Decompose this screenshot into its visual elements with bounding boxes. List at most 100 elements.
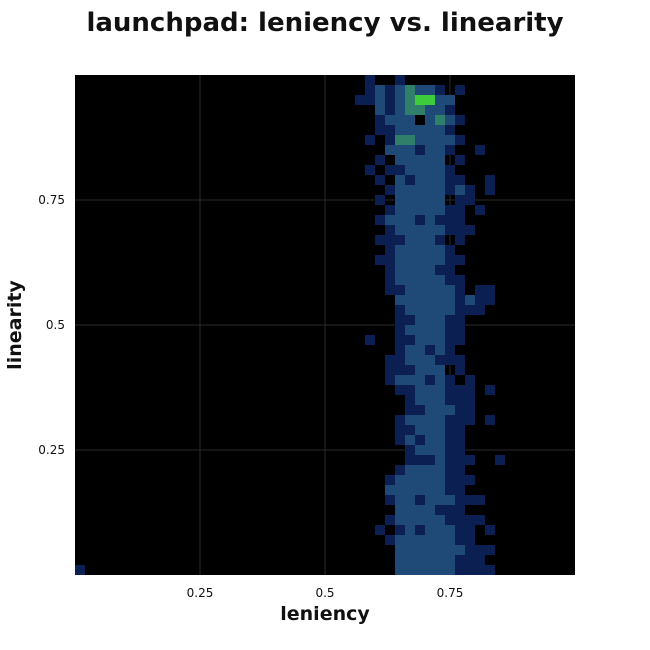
heatmap-cell (365, 95, 375, 105)
heatmap-cell (395, 315, 405, 325)
heatmap-cell (455, 385, 465, 395)
heatmap-cell (435, 115, 445, 125)
heatmap-cell (435, 125, 445, 135)
heatmap-cell (385, 135, 395, 145)
heatmap-cell (385, 185, 395, 195)
heatmap-cell (435, 315, 445, 325)
heatmap-cell (415, 275, 425, 285)
heatmap-cell (415, 135, 425, 145)
heatmap-cell (415, 435, 425, 445)
y-axis-title: linearity (4, 280, 26, 370)
heatmap-cell (485, 295, 495, 305)
heatmap-cell (425, 135, 435, 145)
heatmap-cell (435, 245, 445, 255)
heatmap-cell (435, 105, 445, 115)
heatmap-cell (395, 305, 405, 315)
chart-title: launchpad: leniency vs. linearity (86, 8, 564, 38)
heatmap-cell (455, 135, 465, 145)
heatmap-cell (405, 185, 415, 195)
heatmap-cell (465, 295, 475, 305)
heatmap-cell (405, 125, 415, 135)
heatmap-cell (405, 145, 415, 155)
heatmap-cell (455, 565, 465, 575)
heatmap-cell (385, 515, 395, 525)
heatmap-cell (465, 565, 475, 575)
heatmap-cell (455, 255, 465, 265)
heatmap-cell (425, 115, 435, 125)
heatmap-cell (395, 175, 405, 185)
heatmap-cell (455, 515, 465, 525)
heatmap-cell (415, 505, 425, 515)
heatmap-cell (405, 85, 415, 95)
heatmap-cell (435, 215, 445, 225)
heatmap-cell (435, 395, 445, 405)
heatmap-cell (405, 515, 415, 525)
heatmap-cell (415, 315, 425, 325)
heatmap-cell (415, 385, 425, 395)
heatmap-cell (445, 455, 455, 465)
heatmap-cell (395, 95, 405, 105)
heatmap-cell (405, 495, 415, 505)
heatmap-cell (415, 365, 425, 375)
heatmap-cell (395, 235, 405, 245)
heatmap-cell (455, 525, 465, 535)
heatmap-cell (75, 565, 85, 575)
heatmap-cell (405, 335, 415, 345)
heatmap-cell (425, 505, 435, 515)
heatmap-cell (455, 495, 465, 505)
heatmap-cell (395, 425, 405, 435)
heatmap-cell (365, 335, 375, 345)
heatmap-cell (455, 405, 465, 415)
heatmap-cell (405, 425, 415, 435)
heatmap-cell (485, 415, 495, 425)
heatmap-cell (395, 535, 405, 545)
heatmap-cell (415, 515, 425, 525)
heatmap-cell (395, 185, 405, 195)
heatmap-cell (385, 95, 395, 105)
heatmap-cell (385, 265, 395, 275)
heatmap-cell (395, 555, 405, 565)
heatmap-cell (425, 545, 435, 555)
heatmap-cell (405, 265, 415, 275)
heatmap-cell (395, 435, 405, 445)
heatmap-cell (425, 335, 435, 345)
heatmap-cell (425, 415, 435, 425)
heatmap-cell (455, 115, 465, 125)
heatmap-cell (445, 115, 455, 125)
heatmap-cell (415, 325, 425, 335)
heatmap-cell (385, 365, 395, 375)
heatmap-cell (435, 455, 445, 465)
heatmap-cell (415, 545, 425, 555)
heatmap-cell (435, 175, 445, 185)
heatmap-cell (415, 555, 425, 565)
heatmap-cell (435, 185, 445, 195)
heatmap-cell (425, 395, 435, 405)
heatmap-cell (395, 545, 405, 555)
heatmap-cell (455, 235, 465, 245)
heatmap-cell (445, 335, 455, 345)
heatmap-cell (415, 195, 425, 205)
heatmap-cell (425, 255, 435, 265)
heatmap-cell (425, 345, 435, 355)
heatmap-cell (465, 395, 475, 405)
heatmap-cell (405, 445, 415, 455)
heatmap-cell (405, 105, 415, 115)
heatmap-cell (405, 195, 415, 205)
heatmap-cell (465, 375, 475, 385)
heatmap-cell (455, 445, 465, 455)
heatmap-cell (455, 315, 465, 325)
heatmap-cell (445, 395, 455, 405)
heatmap-cell (415, 305, 425, 315)
heatmap-cell (405, 535, 415, 545)
heatmap-cell (445, 515, 455, 525)
heatmap-cell (445, 495, 455, 505)
heatmap-cell (445, 175, 455, 185)
heatmap-cell (445, 165, 455, 175)
heatmap-cell (415, 295, 425, 305)
heatmap-cell (455, 455, 465, 465)
heatmap-cell (375, 255, 385, 265)
heatmap-cell (435, 165, 445, 175)
heatmap-cell (375, 235, 385, 245)
heatmap-cell (475, 555, 485, 565)
x-tick-label: 0.25 (187, 586, 214, 600)
